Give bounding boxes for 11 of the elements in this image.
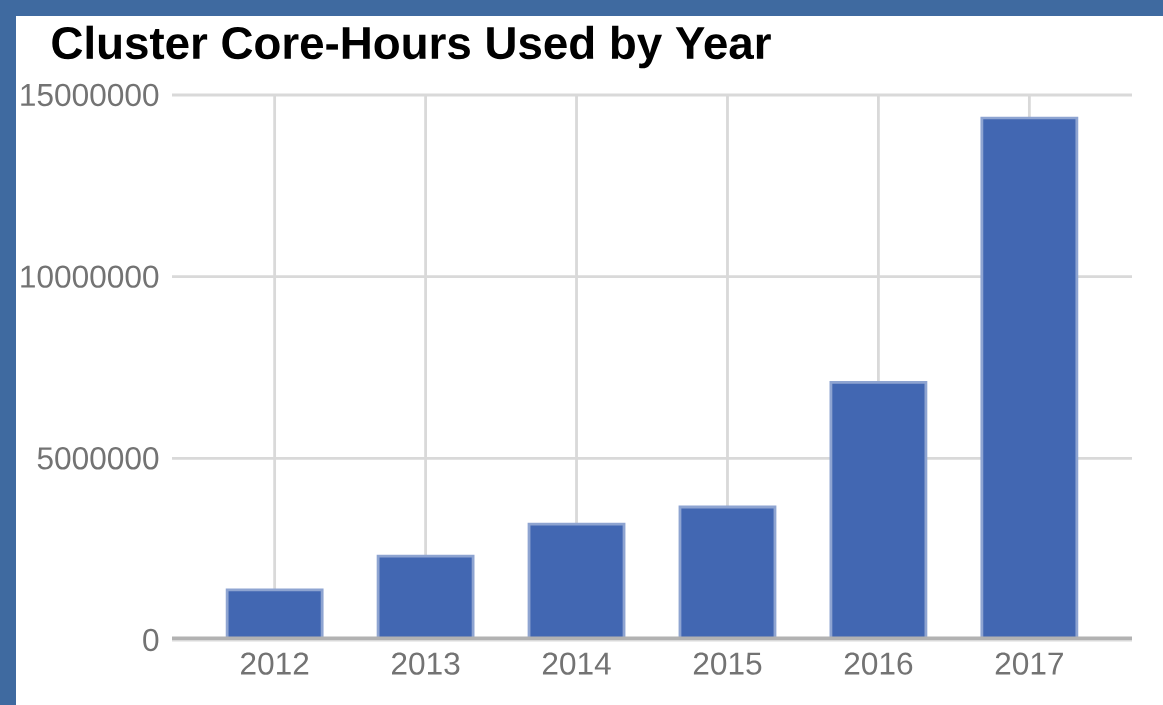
y-tick-label: 5000000 xyxy=(37,447,159,470)
x-tick-label: 2017 xyxy=(995,652,1063,675)
x-tick-label: 2013 xyxy=(392,652,460,675)
y-tick-label: 0 xyxy=(143,628,159,652)
x-tick-label: 2014 xyxy=(542,652,611,675)
y-tick-label: 10000000 xyxy=(21,265,159,288)
x-tick-label: 2015 xyxy=(693,652,762,675)
y-tick-label: 15000000 xyxy=(21,83,159,107)
x-tick-label: 2016 xyxy=(844,652,913,675)
chart-title: Cluster Core-Hours Used by Year xyxy=(52,25,771,69)
x-tick-label: 2012 xyxy=(241,652,309,675)
